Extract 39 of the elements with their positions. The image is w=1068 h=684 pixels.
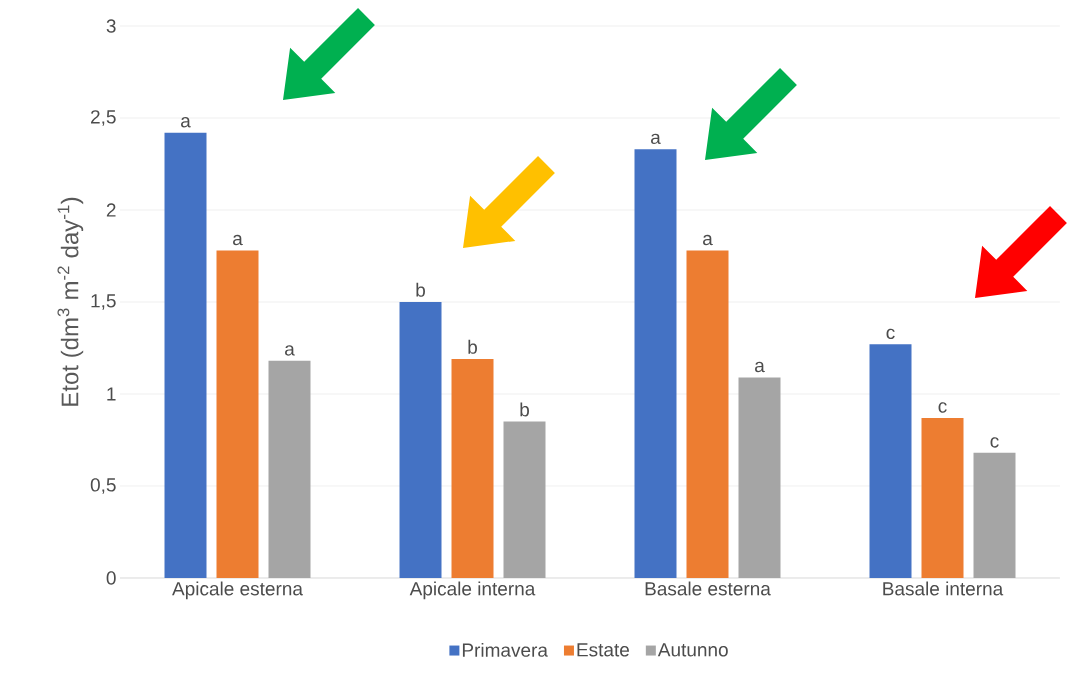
bar (869, 344, 912, 578)
y-tick-label: 3 (106, 19, 116, 33)
x-tick-label: Apicale esterna (172, 581, 303, 600)
annotation: c (938, 402, 947, 413)
legend-label: Primavera (462, 642, 548, 657)
bar (164, 132, 207, 578)
x-tick-label: Basale esterna (645, 581, 771, 596)
annotation: a (755, 361, 765, 373)
bar (268, 360, 311, 578)
bar (451, 359, 494, 578)
bar (399, 301, 442, 578)
annotation: c (886, 328, 895, 340)
bar (921, 417, 964, 578)
bar (503, 421, 546, 578)
annotation: c (990, 437, 999, 448)
bar (973, 452, 1016, 578)
annotation: a (233, 234, 243, 246)
y-tick-label: 1,5 (91, 294, 116, 310)
bar (738, 377, 781, 578)
annotation: a (703, 234, 713, 246)
bar (686, 250, 729, 578)
x-tick-label: Apicale interna (409, 581, 536, 600)
x-tick-label: Basale interna (883, 581, 1004, 596)
bar (634, 149, 677, 578)
y-tick-label: 2,5 (91, 110, 116, 126)
annotation: a (181, 117, 191, 128)
y-tick-label: 2 (106, 203, 116, 217)
annotation: a (651, 133, 661, 145)
annotation: b (416, 282, 425, 297)
y-axis-title: Etot (dm$^{3}$ m$^{-2}$ day$^{-1}$) (57, 197, 84, 406)
annotation: b (468, 339, 477, 354)
y-tick-label: 0,5 (90, 478, 116, 494)
y-tick-label: 1 (107, 387, 116, 401)
annotation: b (520, 402, 529, 417)
legend-label: Autunno (657, 643, 728, 657)
legend-label: Estate (577, 643, 629, 657)
annotation: a (285, 345, 295, 356)
bar (216, 250, 259, 578)
y-tick-label: 0 (106, 571, 116, 585)
